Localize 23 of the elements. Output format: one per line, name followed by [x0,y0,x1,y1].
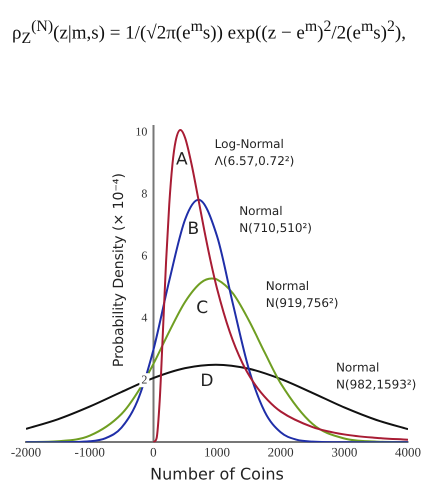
annotation: Log-Normal Λ(6.57,0.72²) [214,137,294,168]
y-tick-label: 8 [141,186,148,200]
x-tick-label: -1000 [74,444,105,460]
y-tick-label: 10 [135,124,148,138]
y-tick-label: 6 [141,248,148,262]
x-tick-label: 2000 [268,444,294,460]
x-tick-label: 1000 [204,444,230,460]
x-tick-label: -2000 [10,444,42,460]
annotation: Normal N(919,756²) [266,278,338,310]
series-label: C [196,298,208,318]
x-axis-title: Number of Coins [150,464,284,484]
x-tick-label: 3000 [331,444,358,460]
series-label: B [187,219,200,240]
text: ρ$_{Z}$$^{(N)}$(z|m,s) = 1/(√2π(e$^{m}$s)) exp((z − e$^{m}$)$^{2}$/2(e$^{m}$s)$^{2}$), [12,18,406,48]
y-tick-label: 4 [141,310,148,324]
series-label: D [200,371,214,392]
annotation: Normal N(710,510²) [239,204,312,236]
y-axis-title: Probability Density (× 10⁻⁴) [110,173,127,368]
x-tick-label: 0 [150,444,157,460]
annotation: Normal N(982,1593²) [336,360,416,392]
y-tick-label: 2 [141,372,148,386]
series-label: A [176,149,188,170]
x-tick-label: 4000 [395,444,421,460]
